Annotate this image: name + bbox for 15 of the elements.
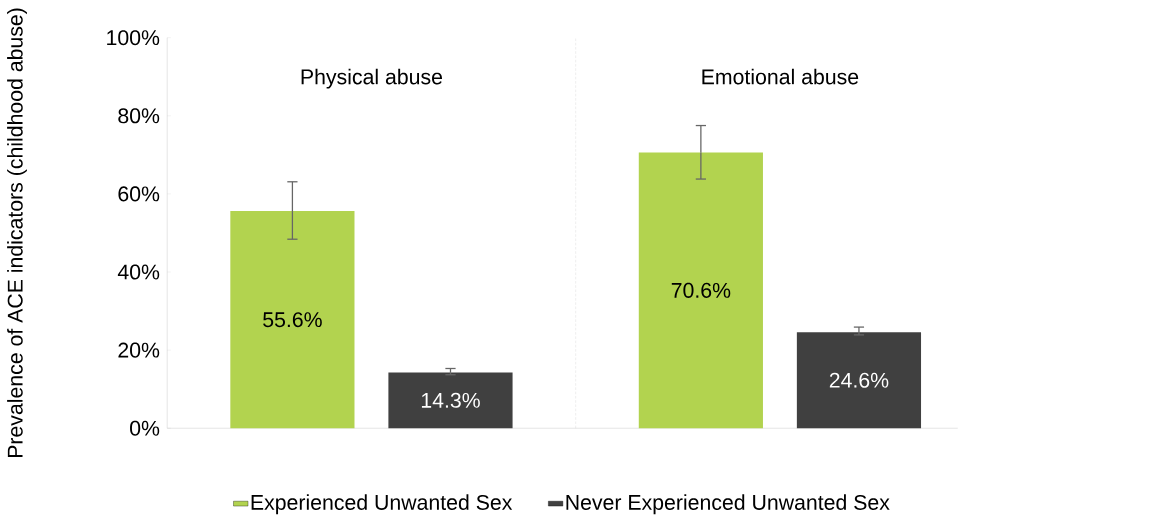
data-label: 14.3% — [421, 392, 480, 408]
y-tick-label: 100% — [107, 30, 160, 46]
data-label: 24.6% — [829, 372, 889, 388]
y-tick-label: 0% — [130, 420, 160, 436]
data-label: 70.6% — [671, 282, 731, 298]
legend-label: Experienced Unwanted Sex — [251, 494, 513, 515]
y-tick-label: 40% — [117, 264, 160, 280]
y-axis-title: Prevalence of ACE indicators (childhood abuse) — [7, 8, 27, 458]
y-tick-label: 20% — [118, 342, 160, 358]
x-tick-label: Emotional abuse — [702, 68, 859, 85]
y-tick-label: 60% — [118, 186, 160, 202]
y-tick-label: 80% — [118, 108, 160, 124]
legend-label: Never Experienced Unwanted Sex — [566, 494, 890, 515]
x-tick-label: Physical abuse — [301, 68, 443, 89]
data-label: 55.6% — [263, 312, 322, 328]
